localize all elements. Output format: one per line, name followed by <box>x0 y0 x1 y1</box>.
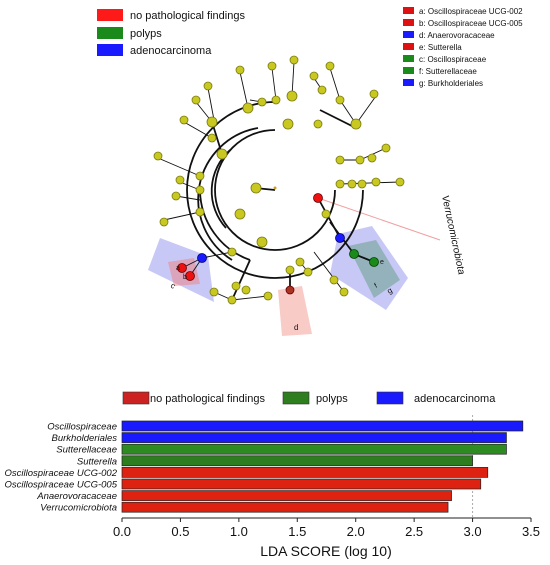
key-text-a: a: Oscillospiraceae UCG-002 <box>419 7 523 16</box>
verruco-pointer <box>317 197 441 241</box>
node-c <box>197 253 207 263</box>
lda-legend-label-2: adenocarcinoma <box>414 393 496 405</box>
legend-label-polyps: polyps <box>130 28 162 40</box>
key-swatch-g <box>403 79 414 86</box>
lda-legend: no pathological findings polyps adenocar… <box>122 391 496 405</box>
key-text-e: e: Sutterella <box>419 43 462 52</box>
lda-legend-label-0: no pathological findings <box>150 393 265 405</box>
lda-legend-swatch-0 <box>122 391 150 405</box>
clade-shade-d <box>278 286 312 336</box>
bar-3 <box>121 455 473 467</box>
bar-5 <box>121 478 482 490</box>
x-axis-label: LDA SCORE (log 10) <box>260 543 392 559</box>
clade-letter-f: f <box>374 283 379 290</box>
bar-0 <box>121 420 524 432</box>
node-e <box>369 257 379 267</box>
x-tick-label-1: 0.5 <box>171 524 189 539</box>
category-label-6: Anaerovoracaceae <box>36 491 117 502</box>
x-tick-label-3: 1.5 <box>288 524 306 539</box>
bar-4 <box>121 467 489 478</box>
lda-chart: no pathological findings polyps adenocar… <box>5 391 540 559</box>
tree-branches <box>186 101 375 301</box>
category-label-0: Oscillospiraceae <box>47 422 117 433</box>
key-text-b: b: Oscillospiraceae UCG-005 <box>419 19 523 28</box>
clade-shade-f <box>348 240 400 298</box>
category-label-7: Verrucomicrobiota <box>40 503 117 514</box>
lda-legend-swatch-2 <box>376 391 404 405</box>
category-label-2: Sutterellaceae <box>56 445 117 456</box>
legend-label-adenocarcinoma: adenocarcinoma <box>130 45 212 57</box>
key-text-c: c: Oscillospiraceae <box>419 55 487 64</box>
lda-legend-label-1: polyps <box>316 393 348 405</box>
key-text-f: f: Sutterellaceae <box>419 67 477 76</box>
clade-letter-a: a <box>176 265 180 272</box>
bar-2 <box>121 443 507 455</box>
clade-letter-g: g <box>386 286 394 296</box>
x-tick-label-2: 1.0 <box>230 524 248 539</box>
cladogram-legend: no pathological findings polyps adenocar… <box>97 9 245 57</box>
lda-category-labels: OscillospiraceaeBurkholderialesSutterell… <box>5 422 118 514</box>
x-axis-ticks: 0.0 0.5 1.0 1.5 2.0 2.5 3.0 3.5 <box>113 518 540 539</box>
node-b <box>185 271 195 281</box>
lda-legend-swatch-1 <box>282 391 310 405</box>
node-verrucomicrobiota <box>313 193 323 203</box>
legend-swatch-no-pathological <box>97 9 123 21</box>
x-tick-label-7: 3.5 <box>522 524 540 539</box>
key-swatch-d <box>403 31 414 38</box>
category-label-3: Sutterella <box>77 456 117 467</box>
lda-bars <box>121 420 524 513</box>
key-text-d: d: Anaerovoracaceae <box>419 31 495 40</box>
root-node <box>273 186 277 190</box>
clade-letter-b: b <box>183 274 187 281</box>
legend-swatch-polyps <box>97 27 123 39</box>
key-text-g: g: Burkholderiales <box>419 79 483 88</box>
taxa-nodes <box>153 55 405 305</box>
node-g <box>335 233 345 243</box>
x-tick-label-5: 2.5 <box>405 524 423 539</box>
bar-7 <box>121 501 449 513</box>
x-tick-label-0: 0.0 <box>113 524 131 539</box>
bar-6 <box>121 490 452 501</box>
cladogram: no pathological findings polyps adenocar… <box>97 7 523 336</box>
category-label-5: Oscillospiraceae UCG-005 <box>5 480 118 491</box>
bar-1 <box>121 432 507 443</box>
key-swatch-c <box>403 55 414 62</box>
x-tick-label-6: 3.0 <box>464 524 482 539</box>
node-a <box>177 263 187 273</box>
clade-letter-c: c <box>169 281 177 291</box>
clade-key: a: Oscillospiraceae UCG-002 b: Oscillosp… <box>403 7 523 88</box>
category-label-4: Oscillospiraceae UCG-002 <box>5 468 118 479</box>
key-swatch-a <box>403 7 414 14</box>
legend-label-no-pathological: no pathological findings <box>130 10 245 22</box>
node-f <box>349 249 359 259</box>
annotation-verrucomicrobiota: Verrucomicrobiota <box>439 194 467 276</box>
clade-letter-e: e <box>380 259 384 266</box>
legend-swatch-adenocarcinoma <box>97 44 123 56</box>
key-swatch-f <box>403 67 414 74</box>
key-swatch-e <box>403 43 414 50</box>
category-label-1: Burkholderiales <box>52 433 118 444</box>
key-swatch-b <box>403 19 414 26</box>
clade-letter-d: d <box>294 323 298 332</box>
x-tick-label-4: 2.0 <box>347 524 365 539</box>
node-d <box>285 285 295 295</box>
